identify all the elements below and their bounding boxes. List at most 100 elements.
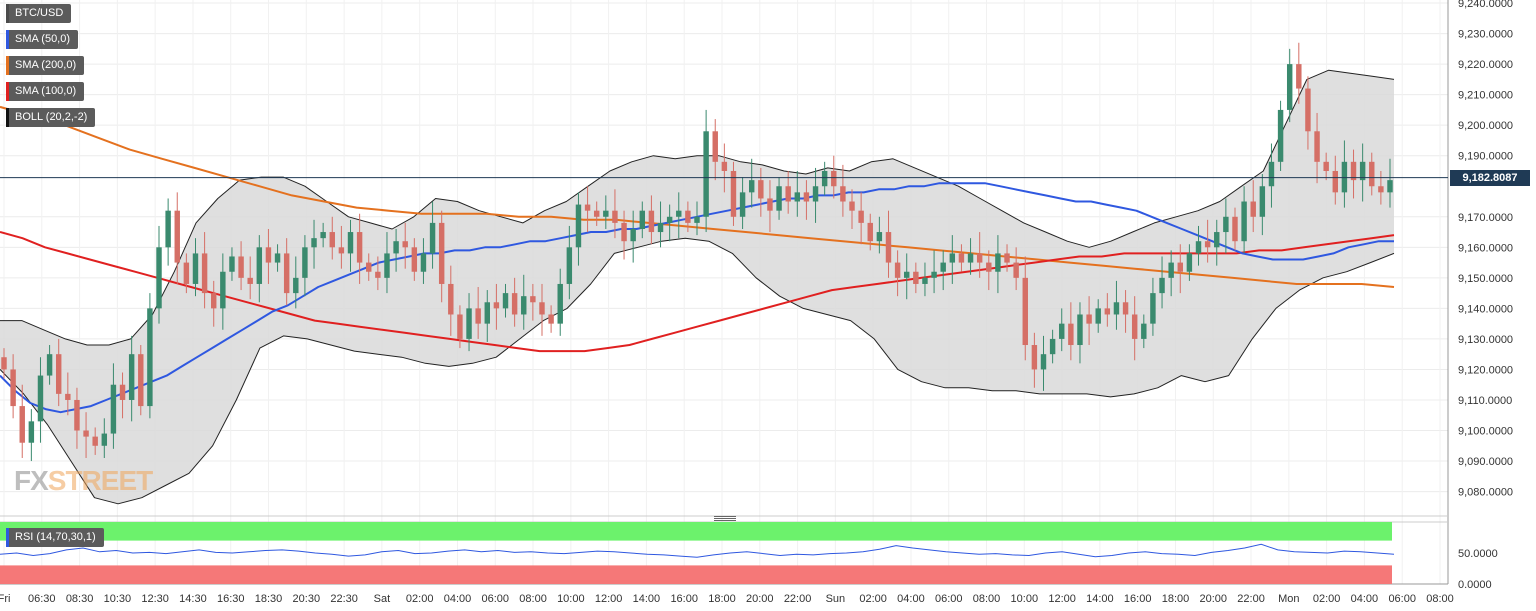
candle-body <box>1086 314 1092 324</box>
candle-body <box>110 384 117 434</box>
watermark-fx: FX <box>14 465 49 496</box>
candle-body <box>375 271 381 278</box>
time-axis-label: 22:00 <box>1237 593 1265 605</box>
candle-body <box>484 302 490 324</box>
time-axis-label: 14:30 <box>179 593 207 605</box>
price-axis-label: 9,170.0000 <box>1458 212 1513 224</box>
candle-body <box>1296 64 1302 89</box>
candle-body <box>28 421 35 443</box>
time-axis-label: 18:00 <box>1162 593 1190 605</box>
rsi-line <box>0 543 1395 558</box>
candle-body <box>712 131 718 162</box>
candle-body <box>1232 216 1238 242</box>
time-axis-label: 06:00 <box>935 593 963 605</box>
candle-body <box>1241 201 1247 242</box>
price-axis-label: 9,100.0000 <box>1458 426 1513 438</box>
time-axis-label: 04:00 <box>897 593 925 605</box>
candle-body <box>1131 314 1138 339</box>
candle-body <box>448 283 454 315</box>
candle-body <box>502 293 509 309</box>
candle-body <box>630 228 636 242</box>
candle-body <box>83 430 89 437</box>
time-axis-label: 04:00 <box>444 593 472 605</box>
price-axis-label: 9,090.0000 <box>1458 456 1513 468</box>
candle-body <box>37 375 44 422</box>
price-axis-label: 9,130.0000 <box>1458 334 1513 346</box>
candle-body <box>575 204 582 248</box>
candle-body <box>703 131 709 217</box>
candle-body <box>174 210 180 263</box>
candle-body <box>247 277 253 284</box>
legend-tag[interactable]: BTC/USD <box>6 4 72 23</box>
price-axis-label: 9,200.0000 <box>1458 120 1513 132</box>
price-axis-label: 9,220.0000 <box>1458 59 1513 71</box>
time-axis-label: 10:00 <box>557 593 585 605</box>
candle-body <box>201 253 208 294</box>
candle-body <box>457 314 463 339</box>
candle-body <box>621 222 627 242</box>
candle-body <box>639 210 646 229</box>
candle-body <box>1204 241 1211 248</box>
candle-body <box>1314 131 1320 162</box>
candle-body <box>940 262 946 272</box>
candle-body <box>1095 308 1101 324</box>
candle-body <box>949 253 956 263</box>
candle-body <box>730 170 737 217</box>
candle-body <box>986 262 992 272</box>
price-axis-label: 9,240.0000 <box>1458 0 1513 10</box>
time-axis-label: 16:00 <box>670 593 698 605</box>
rsi-axis-label: 0.0000 <box>1458 579 1492 591</box>
time-axis-label: Mon <box>1278 593 1299 605</box>
pane-splitter-handle[interactable] <box>714 516 736 522</box>
time-axis-label: 12:00 <box>1048 593 1076 605</box>
candle-body <box>913 271 919 284</box>
legend-tag[interactable]: BOLL (20,2,-2) <box>6 108 96 127</box>
candle-body <box>521 296 527 315</box>
legend-label: BOLL (20,2,-2) <box>15 111 88 123</box>
candle-body <box>922 277 928 284</box>
candle-body <box>666 216 673 223</box>
price-axis-label: 9,230.0000 <box>1458 29 1513 41</box>
candle-body <box>493 302 500 309</box>
candle-body <box>1286 64 1293 110</box>
time-axis-label: 08:00 <box>973 593 1001 605</box>
candle-body <box>849 201 855 211</box>
legend-tag[interactable]: SMA (50,0) <box>6 30 79 49</box>
legend-swatch <box>6 82 9 101</box>
candle-body <box>211 293 217 309</box>
candle-body <box>739 192 746 217</box>
time-axis-label: 06:30 <box>28 593 56 605</box>
fxstreet-logo: FXSTREET <box>14 465 153 497</box>
price-axis-label: 9,210.0000 <box>1458 90 1513 102</box>
legend-tag[interactable]: SMA (100,0) <box>6 82 85 101</box>
candle-body <box>931 271 937 278</box>
candle-body <box>10 369 16 407</box>
candle-body <box>548 314 554 324</box>
candle-body <box>876 232 883 242</box>
legend-swatch <box>6 108 9 127</box>
candle-body <box>566 247 573 284</box>
candle-body <box>302 247 308 278</box>
candle-body <box>311 238 317 248</box>
price-axis-label: 9,110.0000 <box>1458 395 1512 407</box>
price-axis-label: 9,160.0000 <box>1458 242 1513 254</box>
candle-body <box>183 262 190 284</box>
candle-body <box>676 210 682 217</box>
time-axis-label: Sun <box>826 593 846 605</box>
time-axis-label: 20:30 <box>293 593 321 605</box>
price-axis-label: 9,150.0000 <box>1458 273 1513 285</box>
candle-body <box>384 253 390 278</box>
legend-swatch <box>6 56 9 75</box>
candle-body <box>1250 201 1256 217</box>
legend-tag[interactable]: SMA (200,0) <box>6 56 85 75</box>
candle-body <box>511 293 518 315</box>
time-axis-label: 12:30 <box>141 593 169 605</box>
candle-body <box>1068 323 1074 346</box>
candle-body <box>420 253 427 272</box>
candle-body <box>1077 314 1083 346</box>
candle-body <box>785 186 791 202</box>
rsi-indicator-tag[interactable]: RSI (14,70,30,1) <box>6 528 104 547</box>
candle-body <box>530 296 536 303</box>
candle-body <box>128 354 135 400</box>
